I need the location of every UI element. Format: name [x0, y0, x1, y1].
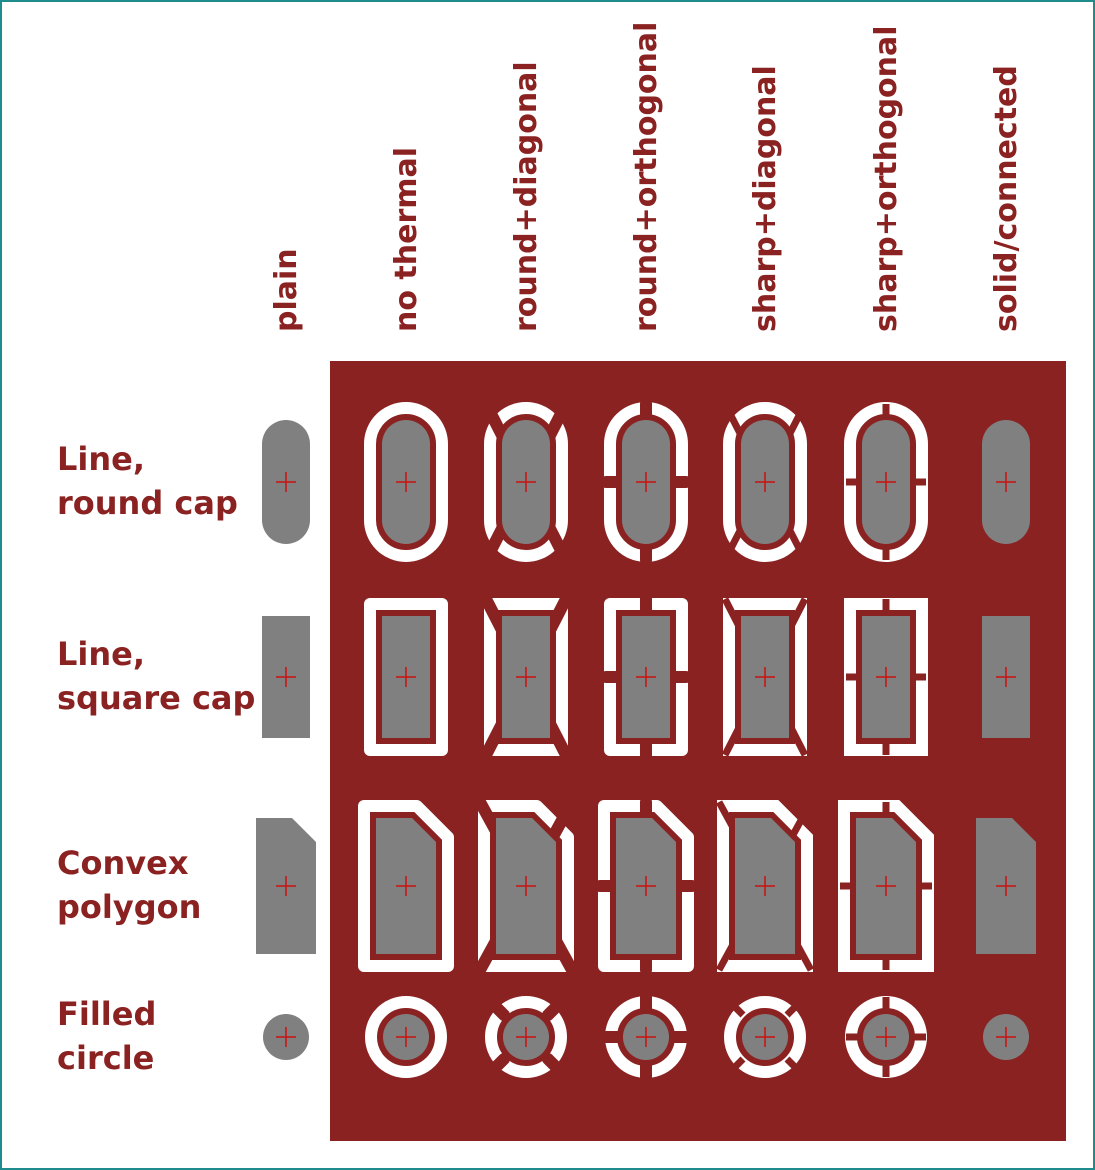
copper-plane — [330, 361, 1066, 1141]
cell-convex-polygon-solid-connected — [976, 818, 1036, 954]
clearance-ring — [364, 402, 448, 562]
clearance-ring — [484, 402, 568, 562]
thermal-spoke — [784, 994, 808, 1018]
cell-line-round-cap-sharp-orthogonal — [844, 402, 928, 562]
clearance-ring — [604, 598, 688, 756]
row-label-convex-polygon-line2: polygon — [57, 888, 201, 926]
column-label-round-orthogonal: round+orthogonal — [629, 22, 664, 332]
thermal-spoke — [783, 597, 809, 636]
cell-line-round-cap-plain — [262, 420, 310, 544]
column-label-plain: plain — [269, 248, 304, 332]
thermal-spoke — [542, 991, 572, 1021]
thermal-spoke — [721, 597, 747, 636]
cell-convex-polygon-sharp-orthogonal — [838, 800, 934, 972]
cell-filled-circle-round-orthogonal — [600, 991, 692, 1083]
cell-line-round-cap-sharp-diagonal — [721, 402, 809, 562]
row-labels: Line, round cap Line, square cap Convex polyg… — [57, 440, 255, 1077]
row-label-line-round-cap-line1: Line, — [57, 440, 145, 478]
thermal-spoke — [480, 398, 510, 446]
thermal-spoke — [783, 402, 809, 441]
thermal-spoke — [542, 593, 572, 641]
cell-filled-circle-solid-connected — [983, 1014, 1029, 1060]
clearance-ring — [717, 800, 813, 972]
clearance-ring — [365, 996, 447, 1078]
thermal-spoke — [784, 1056, 808, 1080]
thermal-spoke — [480, 1053, 510, 1083]
column-label-round-diagonal: round+diagonal — [509, 61, 544, 332]
row-label-line-round-cap-line2: round cap — [57, 484, 238, 522]
cell-filled-circle-no-thermal — [365, 996, 447, 1078]
thermal-spoke — [480, 593, 510, 641]
cell-line-round-cap-no-thermal — [364, 402, 448, 562]
row-label-filled-circle-line2: circle — [57, 1039, 154, 1077]
cell-line-square-cap-sharp-orthogonal — [844, 598, 928, 756]
thermal-spoke — [722, 1056, 746, 1080]
clearance-ring — [723, 996, 807, 1078]
cell-line-square-cap-round-orthogonal — [600, 593, 692, 761]
clearance-ring — [358, 800, 454, 972]
cell-line-square-cap-round-diagonal — [480, 593, 572, 761]
cell-filled-circle-round-diagonal — [480, 991, 572, 1083]
thermal-spoke — [783, 718, 809, 757]
clearance-ring — [844, 402, 928, 562]
clearance-ring — [844, 598, 928, 756]
cell-line-square-cap-plain — [262, 616, 310, 738]
cell-filled-circle-plain — [263, 1014, 309, 1060]
column-label-solid-connected: solid/connected — [989, 65, 1024, 332]
thermal-spoke — [542, 518, 572, 566]
thermal-spoke — [721, 718, 747, 757]
column-label-no-thermal: no thermal — [389, 147, 424, 332]
thermal-spoke — [783, 523, 809, 562]
thermal-spoke — [542, 713, 572, 761]
clearance-ring — [364, 598, 448, 756]
row-label-filled-circle-line1: Filled — [57, 995, 156, 1033]
thermal-spoke — [721, 523, 747, 562]
cell-convex-polygon-no-thermal — [358, 800, 454, 972]
cell-convex-polygon-plain — [256, 818, 316, 954]
clearance-ring — [604, 402, 688, 562]
cell-convex-polygon-round-orthogonal — [594, 796, 698, 976]
thermal-spoke — [480, 713, 510, 761]
thermal-spoke — [787, 800, 815, 842]
column-label-sharp-diagonal: sharp+diagonal — [748, 65, 783, 332]
cell-line-square-cap-no-thermal — [364, 598, 448, 756]
column-label-sharp-orthogonal: sharp+orthogonal — [869, 25, 904, 332]
cell-line-square-cap-solid-connected — [982, 616, 1030, 738]
row-label-line-square-cap-line2: square cap — [57, 679, 255, 717]
cell-line-round-cap-round-orthogonal — [600, 398, 692, 566]
thermal-spoke — [480, 518, 510, 566]
pad-cells — [256, 398, 1036, 1083]
clearance-ring — [723, 402, 807, 562]
clearance-ring — [485, 996, 567, 1078]
row-label-line-square-cap-line1: Line, — [57, 635, 145, 673]
column-labels: plain no thermal round+diagonal round+ortho… — [269, 22, 1024, 332]
cell-convex-polygon-round-diagonal — [474, 796, 578, 976]
cell-line-round-cap-solid-connected — [982, 420, 1030, 544]
cell-filled-circle-sharp-diagonal — [722, 994, 808, 1080]
thermal-spoke — [542, 1053, 572, 1083]
row-label-convex-polygon-line1: Convex — [57, 844, 189, 882]
clearance-ring — [478, 800, 574, 972]
thermal-spoke — [542, 398, 572, 446]
thermal-spoke — [722, 994, 746, 1018]
cell-filled-circle-sharp-orthogonal — [844, 996, 928, 1078]
thermal-spoke — [545, 796, 578, 846]
cell-line-round-cap-round-diagonal — [480, 398, 572, 566]
cell-convex-polygon-sharp-diagonal — [715, 800, 815, 972]
thermal-spoke — [721, 402, 747, 441]
cell-line-square-cap-sharp-diagonal — [721, 597, 809, 757]
thermal-spoke — [480, 991, 510, 1021]
